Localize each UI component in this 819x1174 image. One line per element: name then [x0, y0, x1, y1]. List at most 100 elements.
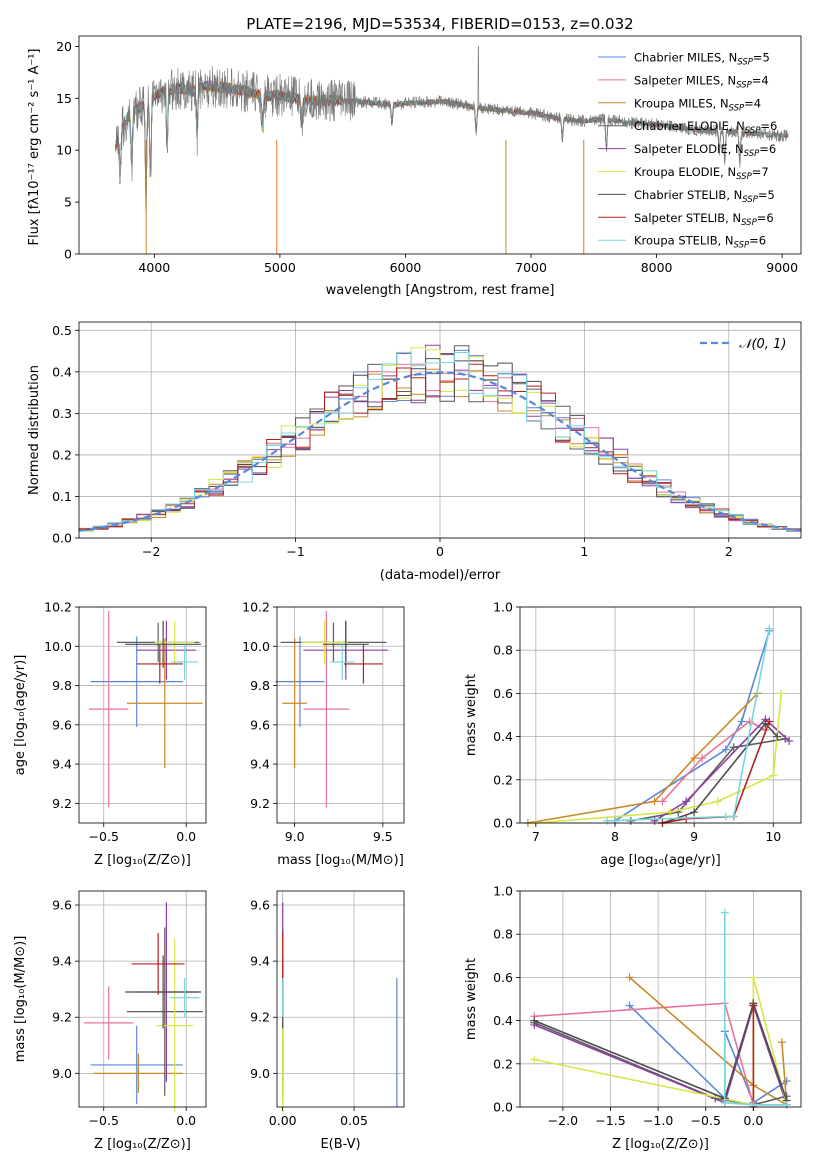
y-tick-label: 9.0 [250, 1066, 270, 1081]
x-tick-label: 7 [532, 829, 540, 844]
series-marker [749, 973, 758, 982]
x-tick-label: 9.0 [285, 829, 305, 844]
series-line [661, 720, 766, 802]
spectrum-ticks: 4000 5000 6000 7000 8000 9000 0 5 10 15 20 [56, 39, 798, 275]
histogram-steps [78, 344, 802, 532]
axes-frame [276, 890, 405, 1108]
x-tick-label: −0.5 [691, 1113, 721, 1128]
series-marker [773, 732, 782, 741]
gaussian-reference-curve [78, 371, 802, 532]
series-marker [782, 1100, 791, 1109]
series-line [527, 692, 759, 824]
y-tick-label: 9.0 [52, 1066, 72, 1081]
series-marker [530, 1016, 539, 1025]
x-tick-label: −1 [286, 544, 304, 559]
x-tick-label: 1 [580, 544, 588, 559]
y-axis-label: age [log₁₀(age/yr)] [13, 655, 28, 776]
axes-frame [78, 606, 207, 824]
series-marker [777, 689, 786, 698]
x-axis-label: Z [log₁₀(Z/Z⊙)] [612, 1137, 709, 1152]
y-tick-label: 0.8 [493, 643, 513, 658]
z-weight-panel: −2.0 −1.5 −1.0 −0.5 0.0 0.0 0.2 0.4 0.6 0.8 1.0 Z [… [464, 884, 802, 1152]
legend-label: Kroupa STELIB, NSSP=6 [634, 234, 766, 251]
x-axis-label: Z [log₁₀(Z/Z⊙)] [94, 853, 191, 868]
y-tick-label: 0.0 [493, 816, 513, 831]
y-tick-label: 0.4 [493, 729, 513, 744]
x-tick-label: 4000 [138, 260, 170, 275]
y-tick-label: 5 [64, 195, 72, 210]
x-tick-label: −0.5 [89, 1113, 119, 1128]
spectrum-legend: Chabrier MILES, NSSP=5 Salpeter MILES, NS… [598, 51, 777, 251]
series-marker [658, 797, 667, 806]
x-tick-label: −2 [142, 544, 160, 559]
x-axis-label: age [log₁₀(age/yr)] [600, 853, 721, 868]
y-tick-label: 9.2 [250, 796, 270, 811]
legend-label: Salpeter ELODIE, NSSP=6 [634, 142, 776, 159]
axes-frame [519, 890, 802, 1108]
ebv-mass-panel: 0.00 0.05 9.0 9.2 9.4 9.6 E(B-V) [250, 890, 405, 1152]
legend-label: Chabrier MILES, NSSP=5 [634, 51, 770, 68]
y-tick-label: 1.0 [493, 600, 513, 615]
axes-frame [78, 890, 207, 1108]
series-marker [777, 1038, 786, 1047]
histogram-legend: ⁢𝒩(0, 1) [700, 337, 786, 352]
series-line [724, 912, 787, 1106]
series-marker [781, 734, 790, 743]
x-tick-label: −1.0 [643, 1113, 673, 1128]
y-tick-label: 9.6 [250, 717, 270, 732]
y-tick-label: 9.2 [250, 1010, 270, 1025]
series-line [628, 1004, 788, 1104]
x-tick-label: −0.5 [89, 829, 119, 844]
x-tick-label: 0.0 [176, 1113, 196, 1128]
y-tick-label: 9.4 [52, 757, 72, 772]
y-axis-label: mass [log₁₀(M/M⊙)] [13, 936, 28, 1063]
x-axis-label: mass [log₁₀(M/M⊙)] [277, 853, 404, 868]
y-tick-label: 0.1 [52, 489, 72, 504]
residual-histogram-panel: −2 −1 0 1 2 0.0 0.1 0.2 0.3 0.4 0.5 ⁢𝒩(0, 1) (data… [27, 321, 802, 583]
y-tick-label: 9.4 [250, 757, 270, 772]
y-tick-label: 9.2 [52, 796, 72, 811]
y-axis-label: mass weight [464, 674, 479, 756]
y-tick-label: 0.2 [52, 447, 72, 462]
series-marker [530, 1055, 539, 1064]
y-tick-label: 9.6 [250, 898, 270, 913]
x-tick-label: 0 [436, 544, 444, 559]
y-tick-label: 0.0 [493, 1100, 513, 1115]
series-marker [698, 754, 707, 763]
x-tick-label: 9000 [766, 260, 798, 275]
y-tick-label: 0.2 [493, 1056, 513, 1071]
series-marker [749, 1001, 758, 1010]
series-marker [729, 743, 738, 752]
series-marker [713, 797, 722, 806]
histogram-step-line [79, 351, 801, 532]
series-marker [625, 973, 634, 982]
y-tick-label: 9.6 [52, 898, 72, 913]
spectrum-axes-frame [78, 35, 802, 255]
gaussian-legend-label: ⁢𝒩(0, 1) [739, 337, 786, 352]
series-marker [721, 812, 730, 821]
y-tick-label: 0.6 [493, 686, 513, 701]
series-marker [737, 717, 746, 726]
x-tick-label: 8000 [641, 260, 673, 275]
spectrum-data-line [115, 46, 789, 214]
x-tick-label: 2 [725, 544, 733, 559]
series-marker [603, 816, 612, 825]
mass-age-panel: 9.0 9.5 9.2 9.4 9.6 9.8 10.0 10.2 mass [log₁₀(M/… [242, 600, 405, 868]
series-marker [729, 812, 738, 821]
legend-label: Chabrier STELIB, NSSP=5 [634, 188, 775, 205]
x-tick-label: −2.0 [548, 1113, 578, 1128]
series-line [614, 630, 771, 822]
y-tick-label: 1.0 [493, 884, 513, 899]
series-line [654, 718, 790, 822]
series-marker [720, 1098, 729, 1107]
axes-frame [276, 606, 405, 824]
legend-label: Kroupa ELODIE, NSSP=7 [634, 165, 769, 182]
z-mass-panel: −0.5 0.0 9.0 9.2 9.4 9.6 Z [log₁₀(Z/Z⊙)] mass [… [13, 890, 207, 1152]
y-tick-label: 10.0 [44, 639, 72, 654]
series-marker [720, 908, 729, 917]
x-tick-label: 5000 [264, 260, 296, 275]
y-tick-label: 9.4 [250, 954, 270, 969]
x-tick-label: 9.5 [373, 829, 393, 844]
series-marker [690, 808, 699, 817]
histogram-ylabel: Normed distribution [27, 365, 42, 495]
